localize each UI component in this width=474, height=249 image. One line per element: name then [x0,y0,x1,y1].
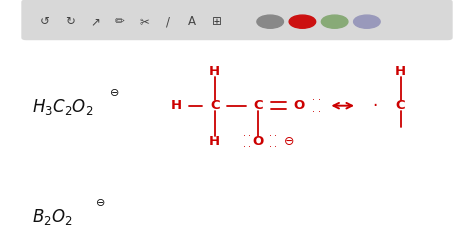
Text: ·: · [274,142,277,152]
Text: H: H [171,99,182,112]
Text: ✂: ✂ [140,15,149,28]
Ellipse shape [289,15,316,28]
Text: ⊖: ⊖ [96,198,106,208]
Text: ↗: ↗ [90,15,100,28]
Text: $H_3C_2O_2$: $H_3C_2O_2$ [32,97,93,117]
Text: ·: · [248,131,251,141]
Ellipse shape [354,15,380,28]
Text: ·: · [269,131,272,141]
Text: ·: · [318,95,321,105]
Text: ·: · [243,131,246,141]
Text: ·: · [318,107,321,117]
Ellipse shape [257,15,283,28]
Text: O: O [253,135,264,148]
Text: ·: · [248,142,251,152]
Text: ·: · [372,97,377,115]
Text: C: C [210,99,219,112]
Text: H: H [209,135,220,148]
Text: H: H [395,64,406,78]
Text: ·: · [312,95,315,105]
Ellipse shape [321,15,348,28]
Text: ↻: ↻ [65,15,75,28]
Text: A: A [188,15,196,28]
Text: ·: · [243,142,246,152]
Text: ↺: ↺ [40,15,50,28]
Text: C: C [396,99,405,112]
Text: ·: · [269,142,272,152]
Text: $B_2O_2$: $B_2O_2$ [32,207,73,227]
Text: /: / [166,15,170,28]
Text: ·: · [312,107,315,117]
Text: ✏: ✏ [115,15,124,28]
FancyBboxPatch shape [21,0,453,40]
Text: H: H [209,64,220,78]
Text: ⊞: ⊞ [212,15,222,28]
Text: ⊖: ⊖ [110,88,120,98]
Text: ⊖: ⊖ [284,135,294,148]
Text: ·: · [274,131,277,141]
Text: C: C [254,99,263,112]
Text: O: O [293,99,304,112]
